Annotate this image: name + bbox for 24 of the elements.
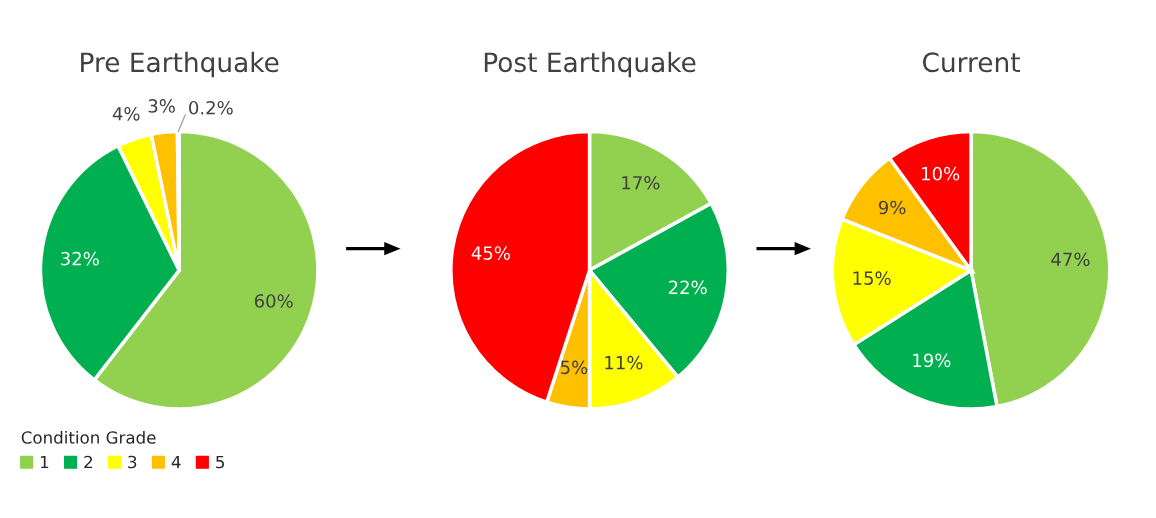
chart-title: Current [922,52,1020,73]
data-label: 32% [61,251,99,266]
data-label: 60% [254,294,293,308]
data-label: 5% [561,360,588,375]
data-label: 10% [922,166,960,181]
legend-label: 5 [216,455,225,469]
chart-title: Pre Earthquake [81,51,279,78]
data-label: 17% [622,175,660,190]
data-label: 9% [878,200,906,215]
legend-title: Condition Grade [21,430,156,444]
data-label: 11% [605,355,643,370]
data-label: 4% [112,106,140,121]
data-label: 19% [913,353,951,368]
data-label: 45% [471,246,510,260]
legend-label: 1 [40,455,49,469]
data-label: 47% [1051,252,1090,267]
legend-label: 2 [84,455,92,469]
chart-title: Post Earthquake [484,51,696,78]
data-label: 0.2% [189,100,233,115]
data-label: 3% [148,99,175,113]
legend-label: 3 [128,455,137,469]
data-label: 15% [853,271,891,285]
data-label: 22% [668,280,707,295]
legend-label: 4 [171,455,181,469]
